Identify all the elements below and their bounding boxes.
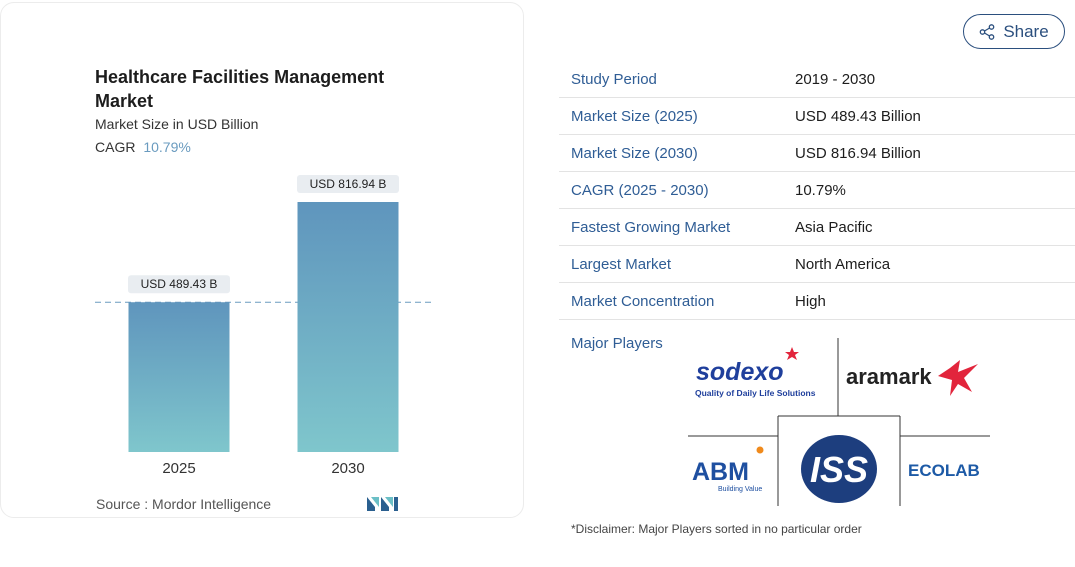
major-players-grid: sodexo Quality of Daily Life Solutions a… (688, 338, 990, 506)
stat-value: USD 816.94 Billion (795, 144, 921, 162)
stat-row: Market Concentration High (559, 283, 1075, 320)
svg-text:aramark: aramark (846, 364, 932, 389)
stat-row: Study Period 2019 - 2030 (559, 61, 1075, 98)
cagr-line: CAGR 10.79% (95, 139, 191, 155)
chart-card: Healthcare Facilities Management Market … (0, 2, 524, 518)
data-label: USD 489.43 B (141, 277, 218, 291)
chart-title: Healthcare Facilities Management Market (95, 67, 385, 111)
data-label: USD 816.94 B (310, 177, 387, 191)
stat-value: North America (795, 255, 891, 273)
bar-2025 (128, 302, 230, 452)
svg-text:ECOLAB: ECOLAB (908, 461, 980, 480)
bar-chart: USD 489.43 B 2025 USD 816.94 B 2030 (95, 175, 435, 477)
share-button[interactable]: Share (963, 14, 1065, 49)
ecolab-logo: ECOLAB (908, 461, 980, 480)
stat-value: USD 489.43 Billion (795, 107, 921, 125)
svg-text:ISS: ISS (810, 449, 868, 490)
stat-value: Asia Pacific (795, 218, 873, 236)
stat-key: Market Size (2025) (571, 107, 698, 125)
major-players-label: Major Players (571, 335, 663, 352)
aramark-logo: aramark (846, 360, 978, 396)
iss-logo: ISS (801, 435, 877, 503)
stat-key: Largest Market (571, 255, 672, 273)
abm-logo: ABM Building Value (692, 446, 764, 493)
svg-text:sodexo: sodexo (696, 358, 784, 386)
stat-key: Fastest Growing Market (571, 218, 731, 236)
svg-text:Quality of Daily Life Solution: Quality of Daily Life Solutions (695, 388, 816, 398)
data-label-bg (297, 175, 399, 193)
stat-row: Largest Market North America (559, 246, 1075, 283)
stat-key: CAGR (2025 - 2030) (571, 181, 709, 199)
disclaimer-note: *Disclaimer: Major Players sorted in no … (571, 522, 862, 536)
share-icon (979, 23, 995, 40)
bar-2030 (297, 202, 399, 452)
stat-key: Study Period (571, 70, 657, 88)
stat-row: Market Size (2025) USD 489.43 Billion (559, 98, 1075, 135)
stat-row: CAGR (2025 - 2030) 10.79% (559, 172, 1075, 209)
share-label: Share (1003, 21, 1049, 41)
data-label-bg (128, 275, 230, 294)
source-note: Source : Mordor Intelligence (96, 496, 272, 512)
stat-key: Market Size (2030) (571, 144, 698, 162)
stat-key: Market Concentration (571, 292, 715, 310)
sodexo-logo: sodexo Quality of Daily Life Solutions (695, 347, 816, 398)
market-stats-table: Study Period 2019 - 2030 Market Size (20… (559, 61, 1075, 320)
chart-subtitle: Market Size in USD Billion (95, 116, 259, 132)
stat-value: 10.79% (795, 181, 846, 199)
stat-value: 2019 - 2030 (795, 70, 876, 88)
stat-row: Market Size (2030) USD 816.94 Billion (559, 135, 1075, 172)
svg-text:ABM: ABM (692, 458, 749, 486)
svg-text:Building Value: Building Value (718, 486, 762, 493)
cagr-value: 10.79% (143, 139, 191, 155)
stat-value: High (795, 292, 826, 310)
cagr-label: CAGR (95, 139, 136, 155)
mordor-logo-icon (367, 497, 398, 511)
x-tick-label: 2030 (331, 460, 364, 477)
x-tick-label: 2025 (162, 460, 195, 477)
stat-row: Fastest Growing Market Asia Pacific (559, 209, 1075, 246)
